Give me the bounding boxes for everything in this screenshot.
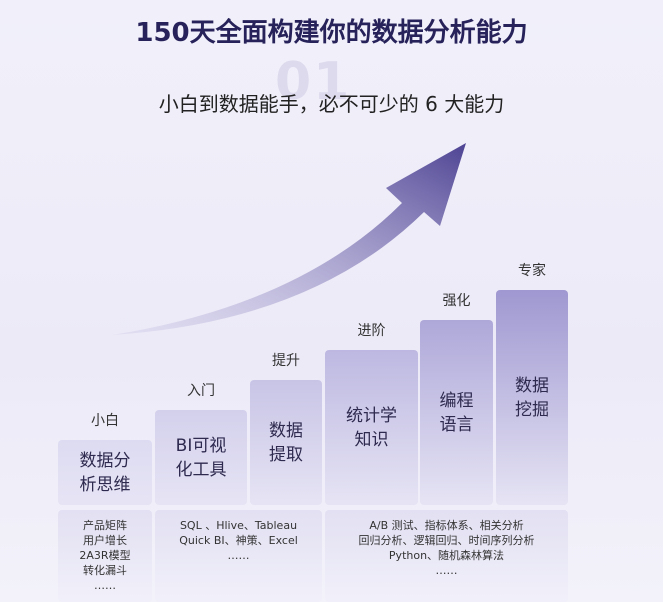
detail-text: …… <box>435 564 458 577</box>
detail-box: 产品矩阵用户增长 2A3R模型 转化漏斗 …… <box>58 510 152 602</box>
detail-text: A/B 测试、指标体系、相关分析 <box>369 519 524 532</box>
stage-text: 数据 <box>515 375 549 396</box>
stage-level: 入门 <box>187 383 215 399</box>
stage-text: 编程 <box>439 390 474 411</box>
stage-box: 编程 语言 <box>420 320 493 505</box>
detail-box: SQL 、Hlive、Tableau Quick BI、神策、Excel …… <box>155 510 322 602</box>
stage-box: 统计学 知识 <box>325 350 418 505</box>
stage-text: 挖掘 <box>515 399 549 420</box>
subtitle: 小白到数据能手，必不可少的 6 大能力 <box>158 92 505 116</box>
stage-text: 数据 <box>269 420 303 441</box>
stage-text: 析思维 <box>79 474 131 495</box>
stage-box: 数据分 析思维 <box>58 440 152 505</box>
stage-text: 知识 <box>354 429 389 450</box>
stage-level: 提升 <box>272 353 300 369</box>
stage-text: 语言 <box>439 414 474 435</box>
stage-box: 数据 挖掘 <box>496 290 568 505</box>
stage-level: 小白 <box>91 413 119 429</box>
stage-text: 化工具 <box>175 459 227 480</box>
stage-level: 强化 <box>442 293 471 309</box>
detail-text: 产品矩阵 <box>83 519 127 532</box>
detail-text: Python、随机森林算法 <box>388 549 505 562</box>
detail-text: 回归分析、逻辑回归、时间序列分析 <box>358 534 535 547</box>
stage-level: 进阶 <box>357 323 386 339</box>
stage-box: BI可视化工具 <box>155 410 247 505</box>
detail-text: …… <box>94 579 116 592</box>
detail-text: 转化漏斗 <box>83 564 127 577</box>
detail-text: Quick BI、神策、Excel <box>179 534 298 547</box>
title: 150天全面构建你的数据分析能力 <box>135 18 528 48</box>
detail-text: 用户增长 <box>83 534 127 547</box>
detail-box: A/B 测试、指标体系、相关分析 回归分析、逻辑回归、时间序列分析 Python、随… <box>325 510 568 602</box>
detail-text: …… <box>227 549 250 562</box>
detail-text: 2A3R模型 <box>79 549 131 562</box>
stage-text: 提取 <box>269 444 303 465</box>
stage-box: 数据 提取 <box>250 380 322 505</box>
stage-text: 数据分 <box>79 450 131 471</box>
detail-text: SQL 、Hlive、Tableau <box>179 519 298 532</box>
stage-level: 专家 <box>518 263 546 279</box>
stage-text: 统计学 <box>346 405 397 426</box>
stage-text: BI可视 <box>175 435 227 456</box>
watermark: 01 <box>275 52 352 112</box>
